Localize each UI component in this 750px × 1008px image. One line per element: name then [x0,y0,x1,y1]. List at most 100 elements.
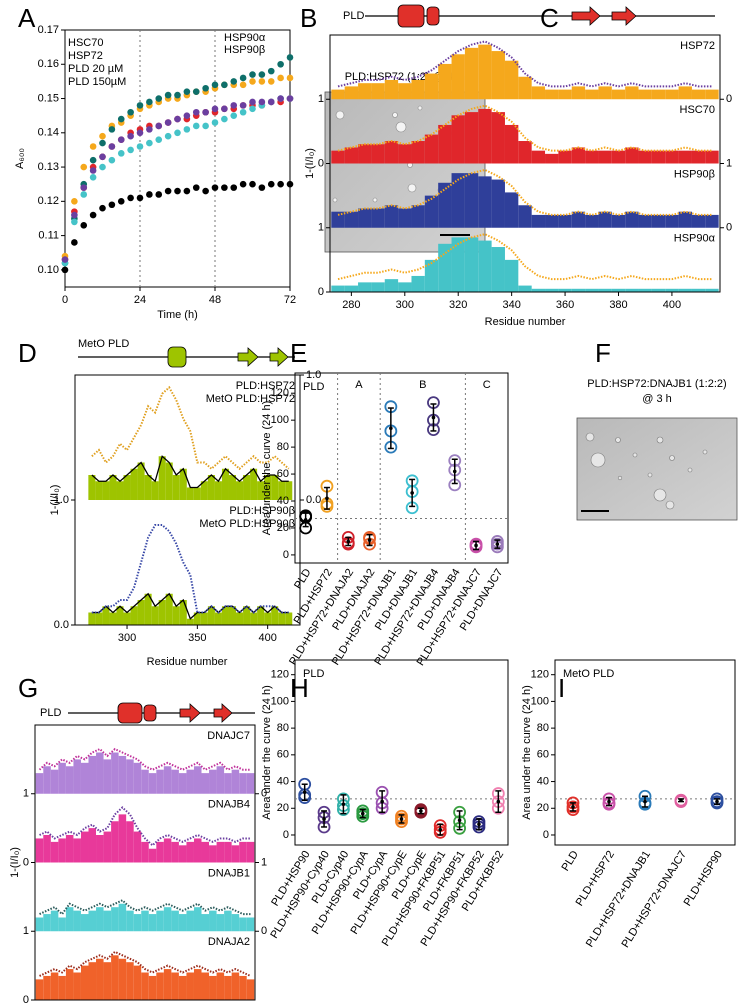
profile-bar [250,612,258,625]
profile-reference [91,524,289,614]
data-point [239,108,247,116]
profile-bar [398,282,412,292]
data-point [267,78,275,85]
profile-bar [118,755,127,794]
group-label: B [419,379,426,391]
data-point [127,132,134,140]
profile-bar [88,475,96,500]
profile-bar [228,606,237,625]
profile-bar [651,89,666,100]
profile-bar [585,214,599,228]
profile-bar [148,848,157,863]
profile-bar [344,147,359,164]
track-label: DNAJA2 [208,936,250,948]
panel-label: B [300,3,317,33]
data-point [277,60,284,68]
mean-point [410,491,414,495]
data-point [174,187,181,195]
y-tick-label: 0.15 [38,92,59,104]
profile-bar [246,841,255,863]
profile-bar [137,462,145,500]
replicate [674,795,688,808]
profile-bar [478,240,492,292]
profile-bar [331,285,345,292]
profile-bar [58,917,66,932]
domain-diagram-d [78,346,295,368]
y-tick-label: 0 [318,286,324,298]
profile-bar [200,612,208,625]
profile-bar [651,288,666,292]
data-point [211,81,219,89]
profile-bar [246,979,255,1000]
profile-bar [133,762,142,794]
profile-bar [358,144,372,164]
droplets [585,432,708,510]
profile-bar [424,73,439,100]
y-tick-label: 60 [537,749,549,761]
profile-bar [384,79,399,100]
profile-bar [451,54,465,100]
profile-bar [193,612,201,625]
legend-label: HSP90β [224,44,265,56]
micrograph-f [576,417,738,521]
chart-title: PLD [40,707,61,719]
data-point [230,184,238,191]
y-tick-label: 0 [23,994,29,1006]
profile-bar [598,211,612,228]
data-point [89,174,97,181]
profile-bar [271,475,279,500]
data-point [61,266,69,274]
profile-bar [665,214,679,228]
data-point [155,122,163,130]
profile-bar [285,612,293,625]
profile-bar [598,86,612,100]
replicate [414,804,428,818]
profile-bar [80,762,89,794]
profile-bar [58,975,66,1000]
data-point [89,167,97,174]
profile-bar [464,47,479,100]
profile-bar [545,153,559,164]
profile-bar [411,205,425,228]
y-tick-label: 120 [271,387,289,399]
mean-point [679,798,683,803]
data-point [99,139,106,147]
data-point [249,180,256,188]
profile-bar [531,150,546,164]
profile-bar [130,606,138,625]
profile-bar [384,205,399,228]
data-point [239,81,247,89]
profile-bar [531,288,546,292]
profile-bar [111,907,119,932]
legend-label: HSP72 [68,50,103,62]
profile-bar [611,288,626,292]
y-axis-label: Area under the curve (24 h) [261,685,273,820]
track-label: MetO PLD:HSP90β [199,518,295,530]
profile-bar [464,112,479,164]
profile-bar [88,612,96,625]
data-point [230,78,238,85]
profile-bar [504,60,519,100]
legend-label: PLD 150µM [68,76,126,88]
profile-bar [209,845,217,863]
profile-bar [243,475,251,500]
profile-bar [95,481,103,500]
profile-bar [216,972,225,1000]
profile-bar [504,192,519,228]
data-point [183,126,191,133]
profile-bar [156,910,164,932]
profile-bar [96,958,104,1000]
profile-bar [43,975,51,1000]
y-tick-label: 1 [726,157,732,169]
profile-bar [491,179,505,228]
y-tick-label: 1.0 [54,494,69,506]
track-label: DNAJB1 [208,867,250,879]
profile-bar [518,205,532,228]
profile-bar [88,962,97,1000]
y-tick-label: 0 [318,157,324,169]
profile-bar [705,214,719,228]
data-point [174,129,181,137]
y-axis-label: A₆₀₀ [14,148,26,169]
x-tick-label: 72 [284,294,296,306]
